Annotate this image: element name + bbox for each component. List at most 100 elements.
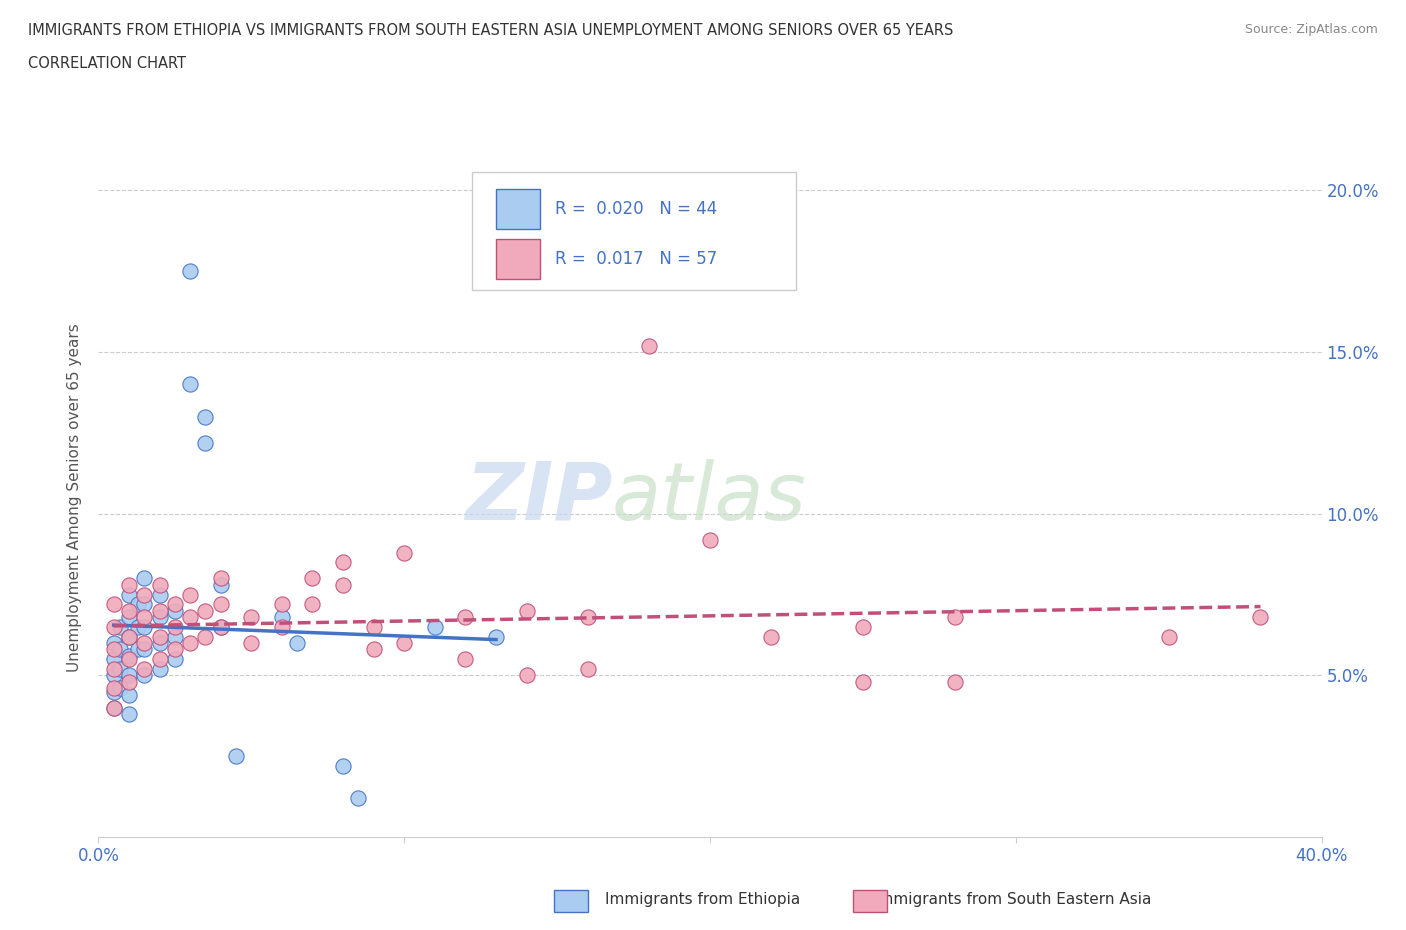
Point — [103, 619, 125, 634]
Point — [332, 555, 354, 570]
Point — [576, 661, 599, 676]
Point — [163, 642, 186, 657]
Point — [454, 652, 477, 667]
Point — [240, 610, 263, 625]
Point — [576, 610, 599, 625]
Point — [163, 597, 186, 612]
Text: Source: ZipAtlas.com: Source: ZipAtlas.com — [1244, 23, 1378, 36]
Point — [108, 661, 131, 676]
FancyBboxPatch shape — [471, 172, 796, 290]
Point — [149, 587, 172, 602]
Point — [149, 661, 172, 676]
Point — [270, 619, 292, 634]
Point — [118, 610, 141, 625]
Point — [209, 619, 232, 634]
Point — [852, 619, 875, 634]
Point — [194, 604, 217, 618]
Point — [108, 681, 131, 696]
Text: atlas: atlas — [612, 458, 807, 537]
Point — [134, 635, 156, 650]
Point — [118, 707, 141, 722]
Point — [127, 597, 149, 612]
Point — [149, 610, 172, 625]
Point — [118, 604, 141, 618]
Point — [149, 604, 172, 618]
Point — [118, 652, 141, 667]
Point — [1157, 629, 1180, 644]
Point — [118, 629, 141, 644]
Point — [163, 629, 186, 644]
Point — [134, 571, 156, 586]
Text: Immigrants from Ethiopia: Immigrants from Ethiopia — [606, 892, 800, 907]
Point — [134, 587, 156, 602]
Point — [363, 619, 385, 634]
Point — [149, 635, 172, 650]
Point — [134, 597, 156, 612]
Point — [285, 635, 308, 650]
Point — [103, 642, 125, 657]
Point — [332, 759, 354, 774]
Point — [134, 668, 156, 683]
Text: R =  0.020   N = 44: R = 0.020 N = 44 — [555, 200, 717, 218]
Text: ZIP: ZIP — [465, 458, 612, 537]
Point — [943, 610, 966, 625]
Point — [108, 642, 131, 657]
Point — [118, 648, 141, 663]
Point — [759, 629, 782, 644]
Point — [103, 681, 125, 696]
Point — [485, 629, 508, 644]
Point — [163, 604, 186, 618]
Point — [852, 674, 875, 689]
Point — [103, 652, 125, 667]
Point — [179, 377, 201, 392]
Point — [103, 700, 125, 715]
Point — [118, 674, 141, 689]
Point — [194, 629, 217, 644]
Point — [127, 642, 149, 657]
Point — [209, 597, 232, 612]
Point — [516, 668, 538, 683]
Point — [163, 652, 186, 667]
Point — [270, 597, 292, 612]
Y-axis label: Unemployment Among Seniors over 65 years: Unemployment Among Seniors over 65 years — [67, 324, 83, 671]
Point — [209, 619, 232, 634]
Point — [163, 619, 186, 634]
Point — [332, 578, 354, 592]
Point — [179, 587, 201, 602]
Text: CORRELATION CHART: CORRELATION CHART — [28, 56, 186, 71]
Point — [179, 610, 201, 625]
Point — [118, 578, 141, 592]
Point — [209, 578, 232, 592]
Point — [225, 749, 247, 764]
FancyBboxPatch shape — [496, 239, 540, 279]
Point — [118, 687, 141, 702]
Point — [149, 629, 172, 644]
Point — [301, 597, 323, 612]
Point — [118, 668, 141, 683]
FancyBboxPatch shape — [496, 189, 540, 229]
Point — [149, 652, 172, 667]
Point — [194, 409, 217, 424]
Point — [301, 571, 323, 586]
Point — [103, 668, 125, 683]
Point — [516, 604, 538, 618]
Point — [134, 642, 156, 657]
Point — [270, 610, 292, 625]
Point — [363, 642, 385, 657]
Point — [179, 264, 201, 279]
Point — [118, 587, 141, 602]
Text: Immigrants from South Eastern Asia: Immigrants from South Eastern Asia — [873, 892, 1152, 907]
Text: R =  0.017   N = 57: R = 0.017 N = 57 — [555, 249, 717, 268]
Point — [392, 635, 416, 650]
Point — [134, 610, 156, 625]
Point — [454, 610, 477, 625]
Text: IMMIGRANTS FROM ETHIOPIA VS IMMIGRANTS FROM SOUTH EASTERN ASIA UNEMPLOYMENT AMON: IMMIGRANTS FROM ETHIOPIA VS IMMIGRANTS F… — [28, 23, 953, 38]
Point — [699, 532, 721, 547]
Point — [103, 700, 125, 715]
Point — [127, 619, 149, 634]
Point — [943, 674, 966, 689]
Point — [103, 661, 125, 676]
Point — [240, 635, 263, 650]
Point — [194, 435, 217, 450]
Point — [118, 629, 141, 644]
